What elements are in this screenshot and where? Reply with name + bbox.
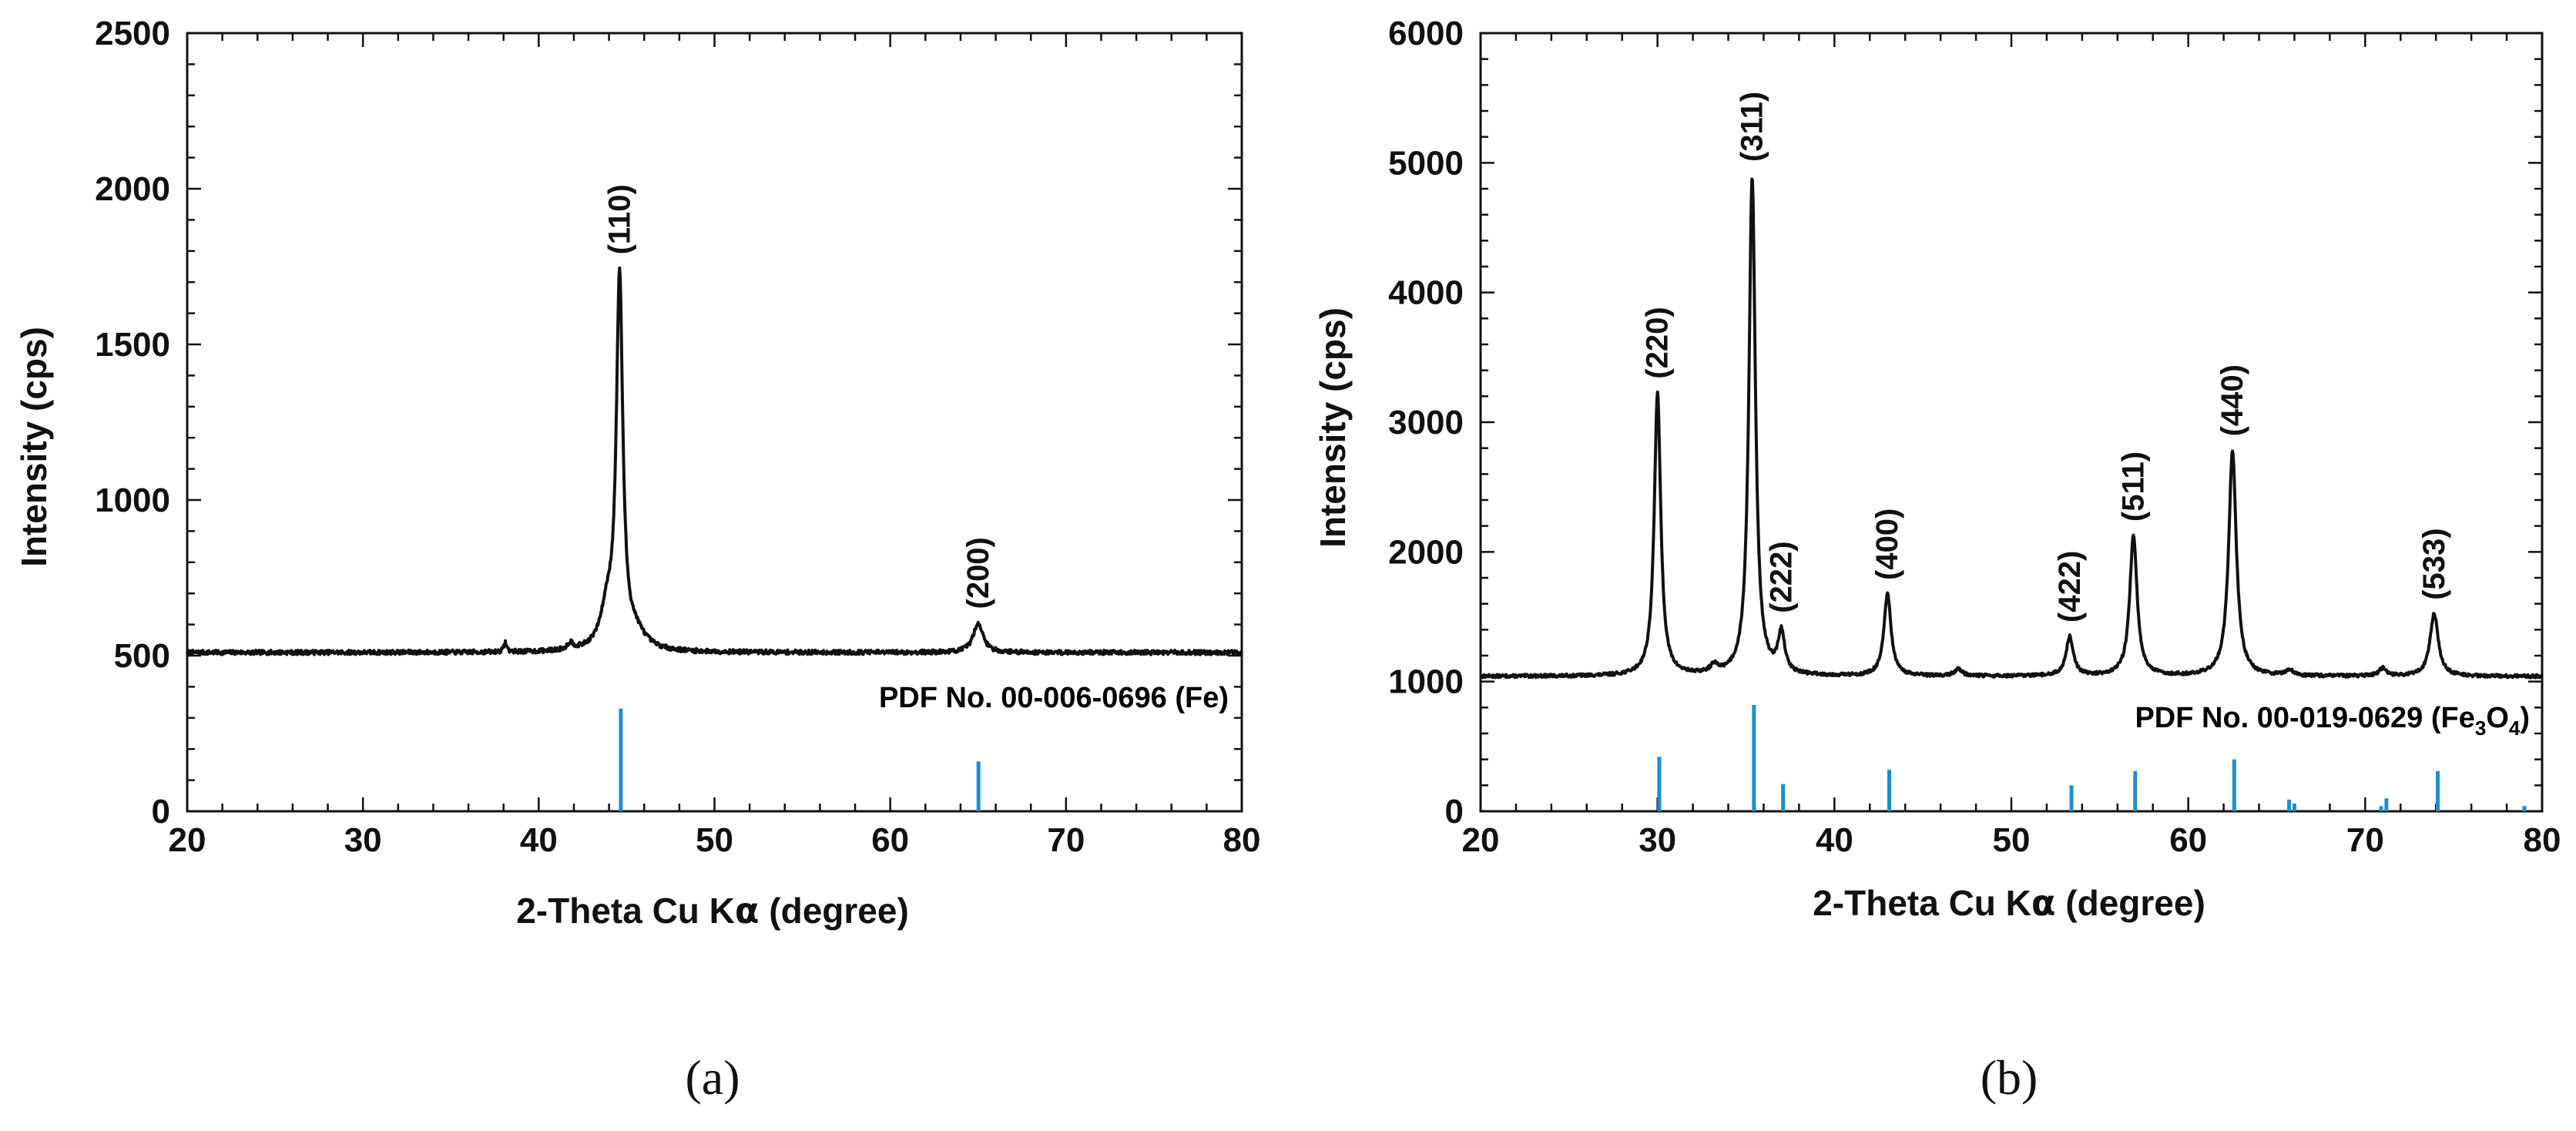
- panel-b-y-tick-label: 0: [1445, 793, 1464, 831]
- panel-b-caption: (b): [1981, 1050, 2038, 1105]
- panel-b-y-tick-label: 1000: [1388, 663, 1464, 701]
- panel-b-x-tick-label: 80: [2524, 821, 2561, 859]
- panel-a-y-tick-label: 1500: [95, 326, 170, 364]
- panel-b-chart: 20 30 40 50 60 70 80 0 1000 2000 3000 4000 5000 6000 (…: [1313, 15, 2561, 1105]
- panel-b-x-tick-label: 60: [2169, 821, 2207, 859]
- panel-a-x-tick-label: 40: [520, 821, 558, 859]
- panel-b-peak-label: (440): [2215, 364, 2249, 436]
- panel-b-x-tick-label: 50: [1993, 821, 2031, 859]
- panel-a-peak-label: (110): [602, 184, 636, 254]
- panel-a-y-tick-label: 2500: [95, 15, 170, 52]
- panel-a-caption: (a): [685, 1050, 740, 1105]
- panel-b-x-tick-label: 20: [1462, 821, 1500, 859]
- panel-b-y-axis-title: Intensity (cps): [1313, 307, 1353, 548]
- panel-a-x-tick-label: 60: [871, 821, 909, 859]
- panel-a-x-axis-title: 2-Theta Cu Kα (degree): [516, 890, 909, 931]
- panel-b-peak-label: (222): [1764, 541, 1798, 612]
- panel-a-x-tick-label: 70: [1047, 821, 1085, 859]
- panel-b-peak-label: (220): [1641, 307, 1675, 378]
- panel-b-x-axis-title: 2-Theta Cu Kα (degree): [1813, 882, 2205, 924]
- panel-b-marks: 20 30 40 50 60 70 80 0 1000 2000 3000 4000 5000 6000 (…: [1388, 15, 2561, 859]
- panel-b-plot-frame: [1479, 32, 2544, 813]
- panel-a-x-tick-label: 80: [1223, 821, 1261, 859]
- panel-a-marks: 20 30 40 50 60 70 80 0 500 1000 1500 2000 2500 (110) (…: [95, 15, 1260, 859]
- panel-b-peak-label: (511): [2117, 451, 2151, 522]
- panel-a-x-tick-label: 30: [344, 821, 382, 859]
- panel-a-x-tick-label: 50: [696, 821, 733, 859]
- panel-b-x-tick-label: 40: [1816, 821, 1853, 859]
- panel-b-y-tick-label: 2000: [1388, 533, 1464, 571]
- panel-a-chart: 20 30 40 50 60 70 80 0 500 1000 1500 2000 2500 (110) (…: [14, 15, 1260, 1105]
- panel-b-peak-label: (422): [2053, 551, 2087, 623]
- panel-a-diffraction-line: [186, 266, 1243, 656]
- panel-b-y-tick-label: 4000: [1388, 274, 1464, 312]
- panel-a-peak-label: (200): [961, 537, 995, 609]
- panel-b-peak-label: (311): [1736, 92, 1769, 162]
- panel-b-reference-label: PDF No. 00-019-0629 (Fe3O4): [2135, 702, 2530, 740]
- panel-a-x-tick-label: 20: [169, 821, 206, 859]
- panel-a-y-tick-label: 0: [152, 793, 170, 831]
- panel-b-y-tick-label: 3000: [1388, 404, 1464, 441]
- panel-a-y-tick-label: 1000: [95, 482, 170, 519]
- panel-a-reference-label: PDF No. 00-006-0696 (Fe): [879, 682, 1229, 714]
- panel-b-peak-label: (400): [1870, 508, 1904, 580]
- panel-b-x-tick-label: 70: [2346, 821, 2384, 859]
- panel-b-y-tick-label: 5000: [1388, 144, 1464, 182]
- panel-a-y-axis-title: Intensity (cps): [14, 327, 54, 567]
- panel-b-y-tick-label: 6000: [1388, 15, 1464, 52]
- panel-b-diffraction-line: [1479, 177, 2544, 680]
- panel-b-x-tick-label: 30: [1639, 821, 1676, 859]
- panel-a-y-tick-label: 500: [114, 637, 170, 675]
- panel-a-y-tick-label: 2000: [95, 170, 170, 208]
- panel-b-peak-label: (533): [2417, 528, 2451, 599]
